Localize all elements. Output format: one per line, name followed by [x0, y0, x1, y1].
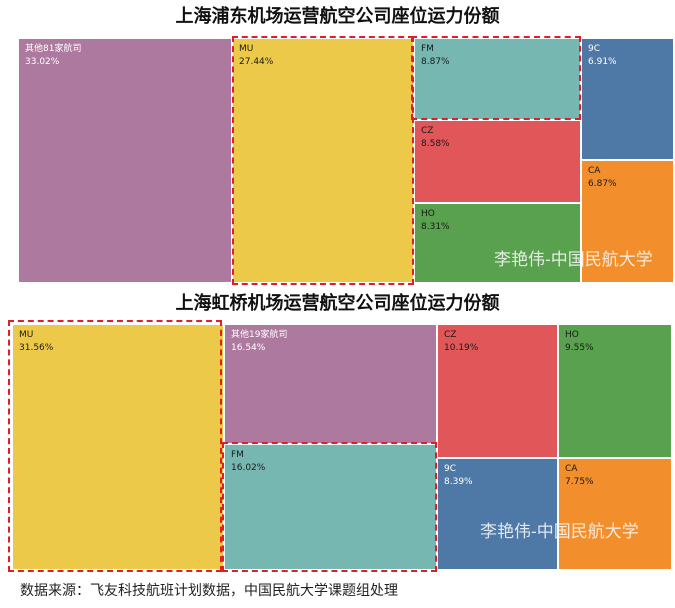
- tile-19: 其他19家航司 16.54%: [224, 324, 437, 444]
- tile-ca: CA 6.87%: [581, 160, 674, 283]
- tile-label: 9C: [588, 44, 601, 54]
- tile-value-label: 27.44%: [239, 57, 274, 67]
- tile-label: HO: [565, 330, 579, 340]
- tile-value-label: 16.54%: [231, 343, 266, 353]
- tile-value-label: 6.91%: [588, 57, 617, 67]
- tile-value-label: 16.02%: [231, 463, 266, 473]
- tile-value-label: 8.58%: [421, 139, 450, 149]
- tile-81: 其他81家航司 33.02%: [18, 38, 232, 283]
- tile-value-label: 8.31%: [421, 222, 450, 232]
- tile-fm: FM 8.87%: [414, 38, 581, 120]
- source-note: 数据来源：飞友科技航班计划数据，中国民航大学课题组处理: [20, 583, 398, 599]
- tile-label: FM: [231, 450, 244, 460]
- tile-label: HO: [421, 209, 435, 219]
- tile-9c: 9C 8.39%: [437, 458, 558, 570]
- watermark: 李艳伟-中国民航大学: [494, 250, 653, 270]
- tile-mu: MU 31.56%: [12, 324, 224, 570]
- tile-value-label: 8.39%: [444, 477, 473, 487]
- tile-label: MU: [239, 44, 254, 54]
- tile-ca: CA 7.75%: [558, 458, 672, 570]
- tile-value-label: 7.75%: [565, 477, 594, 487]
- tile-value-label: 10.19%: [444, 343, 479, 353]
- tile-label: FM: [421, 44, 434, 54]
- tile-value-label: 31.56%: [19, 343, 54, 353]
- tile-value-label: 6.87%: [588, 179, 617, 189]
- tile-cz: CZ 10.19%: [437, 324, 558, 458]
- tile-9c: 9C 6.91%: [581, 38, 674, 160]
- tile-ho: HO 8.31%: [414, 203, 581, 283]
- tile-label: MU: [19, 330, 34, 340]
- treemap-pudong: 其他81家航司 33.02% MU 27.44% FM 8.87% CZ 8.58% HO 8.3…: [18, 36, 674, 285]
- treemap-hongqiao: MU 31.56% 其他19家航司 16.54% FM 16.02% CZ 10.19% HO 9…: [8, 320, 672, 572]
- tile-value-label: 9.55%: [565, 343, 594, 353]
- tile-label: CZ: [421, 126, 434, 136]
- tile-value-label: 8.87%: [421, 57, 450, 67]
- chart-title-pudong: 上海浦东机场运营航空公司座位运力份额: [175, 6, 500, 27]
- tile-label: CA: [588, 166, 601, 176]
- tile-value-label: 33.02%: [25, 57, 60, 67]
- watermark: 李艳伟-中国民航大学: [480, 522, 639, 542]
- tile-label: 其他19家航司: [231, 330, 288, 340]
- chart-title-hongqiao: 上海虹桥机场运营航空公司座位运力份额: [175, 293, 500, 314]
- tile-label: 9C: [444, 464, 457, 474]
- tile-cz: CZ 8.58%: [414, 120, 581, 203]
- tile-label: CZ: [444, 330, 457, 340]
- tile-label: CA: [565, 464, 578, 474]
- tile-fm: FM 16.02%: [224, 444, 437, 570]
- tile-mu: MU 27.44%: [232, 38, 414, 283]
- tile-ho: HO 9.55%: [558, 324, 672, 458]
- tile-label: 其他81家航司: [25, 44, 82, 54]
